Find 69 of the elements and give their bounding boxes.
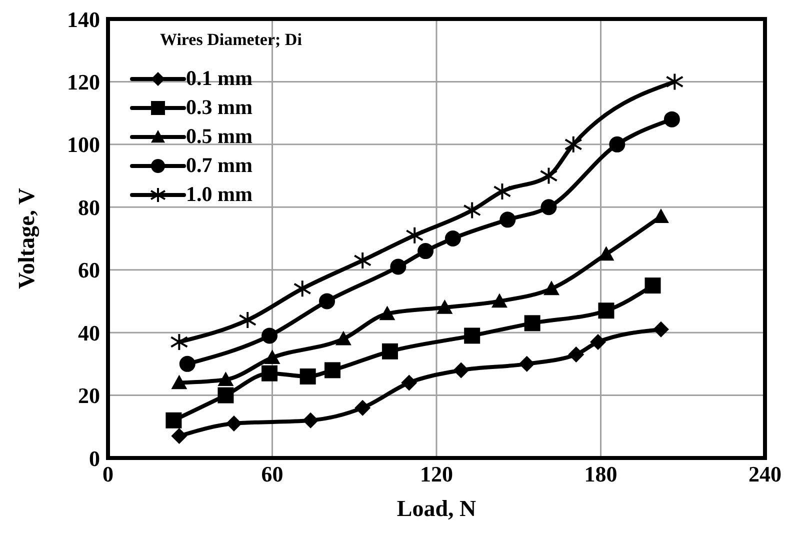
point: [302, 412, 319, 428]
point: [354, 400, 371, 416]
point: [493, 182, 512, 200]
point: [666, 72, 684, 91]
y-tick-label: 140: [67, 6, 100, 32]
point: [379, 306, 396, 320]
legend-label: 0.1 mm: [186, 66, 252, 91]
x-tick-label: 180: [584, 462, 618, 487]
point: [491, 293, 508, 308]
point: [463, 201, 482, 220]
x-tick-label: 240: [748, 462, 782, 487]
point: [218, 372, 234, 386]
point: [170, 332, 188, 351]
point: [293, 280, 312, 298]
point: [652, 321, 669, 338]
point: [264, 350, 280, 364]
point: [664, 111, 680, 128]
point: [324, 362, 340, 378]
point: [524, 315, 540, 332]
legend-label: 0.7 mm: [186, 153, 252, 178]
point: [564, 135, 582, 154]
point: [218, 387, 234, 404]
point: [319, 293, 335, 310]
point: [354, 251, 372, 270]
y-tick-label: 100: [67, 132, 100, 158]
point: [609, 136, 626, 152]
point: [436, 299, 453, 314]
y-axis-title: Voltage, V: [14, 188, 40, 289]
point: [598, 302, 614, 319]
point: [568, 346, 584, 363]
point: [171, 374, 188, 390]
y-tick-label: 60: [78, 258, 100, 283]
y-tick-label: 120: [67, 70, 100, 95]
point: [464, 328, 480, 344]
legend-title: Wires Diameter; Di: [160, 30, 302, 50]
point: [262, 328, 278, 344]
y-tick-label: 80: [78, 194, 100, 220]
point: [406, 226, 424, 244]
legend-label: 1.0 mm: [186, 182, 252, 207]
point: [453, 362, 470, 378]
point: [444, 230, 461, 246]
point: [335, 330, 352, 346]
point: [226, 416, 242, 432]
point: [418, 243, 434, 260]
point: [598, 246, 614, 261]
point: [238, 311, 257, 330]
point: [179, 356, 196, 372]
point: [262, 365, 278, 382]
point: [382, 343, 398, 360]
point: [518, 356, 535, 372]
y-tick-label: 0: [89, 446, 100, 471]
point: [166, 412, 182, 428]
point: [300, 368, 316, 384]
point: [171, 428, 188, 444]
x-axis-title: Load, N: [396, 496, 477, 521]
legend-label: 0.5 mm: [186, 124, 252, 149]
y-tick-label: 20: [78, 383, 100, 408]
x-tick-label: 60: [261, 462, 284, 487]
x-tick-label: 120: [420, 462, 453, 487]
point: [540, 166, 558, 185]
point: [543, 280, 560, 296]
legend-label: 0.3 mm: [186, 95, 252, 120]
point: [540, 199, 557, 216]
point: [590, 334, 606, 350]
point: [500, 212, 516, 228]
point: [390, 258, 406, 275]
point: [644, 278, 661, 294]
point: [401, 374, 418, 391]
y-tick-label: 40: [78, 320, 100, 346]
